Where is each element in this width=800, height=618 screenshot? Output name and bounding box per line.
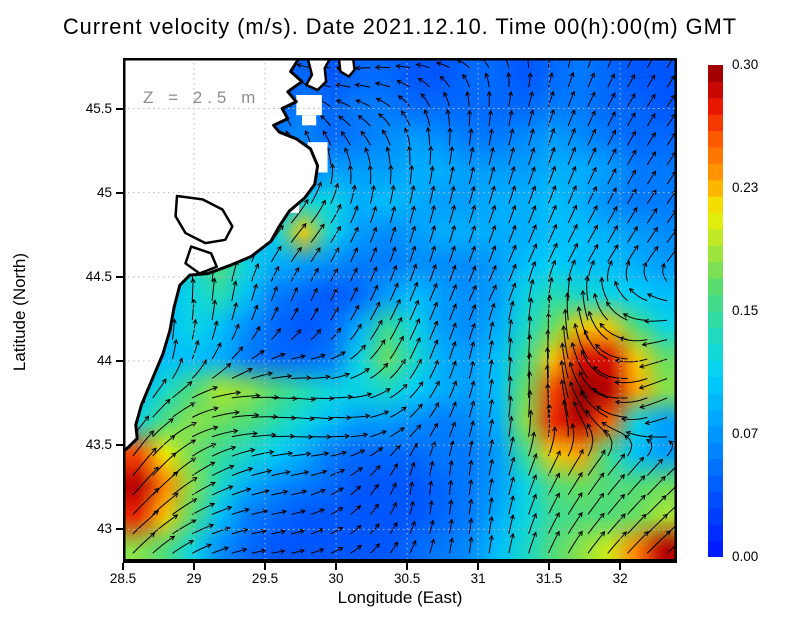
x-axis-tick-label: 28.5 — [109, 571, 137, 586]
y-axis-tick — [116, 528, 123, 531]
x-axis-tick-label: 30.5 — [393, 571, 421, 586]
x-axis-tick-label: 29.5 — [251, 571, 279, 586]
y-axis-title: Latitude (North) — [10, 252, 29, 372]
x-axis-tick — [193, 563, 196, 570]
y-axis-tick — [116, 275, 123, 278]
x-axis-tick-label: 32 — [612, 571, 628, 586]
y-axis-tick-label: 44 — [96, 353, 112, 368]
depth-level-label: Z = 2.5 m — [143, 88, 261, 107]
colorbar-tick-label: 0.00 — [732, 549, 759, 564]
x-axis-tick — [264, 563, 267, 570]
x-axis-tick — [335, 563, 338, 570]
colorbar-tick-label: 0.07 — [732, 426, 759, 441]
map-plot-area — [123, 58, 677, 563]
chart-title: Current velocity (m/s). Date 2021.12.10.… — [62, 14, 738, 39]
y-axis-tick — [116, 191, 123, 194]
x-axis-title: Longitude (East) — [337, 588, 463, 607]
x-axis-tick-label: 31.5 — [536, 571, 563, 586]
x-axis-tick — [619, 563, 622, 570]
x-axis-tick — [477, 563, 480, 570]
y-axis-tick-label: 45 — [96, 184, 112, 200]
y-axis-tick — [116, 444, 123, 447]
y-axis-tick-label: 43 — [96, 521, 112, 537]
y-axis-tick-label: 45.5 — [85, 100, 112, 116]
colorbar-tick-label: 0.23 — [732, 180, 759, 195]
x-axis-tick — [122, 563, 124, 570]
velocity-map-canvas — [123, 58, 677, 563]
x-axis-tick-label: 30 — [328, 571, 344, 586]
colorbar-tick-label: 0.30 — [732, 57, 759, 72]
colorbar-tick-label: 0.15 — [732, 303, 759, 318]
x-axis-tick-label: 31 — [470, 571, 486, 586]
y-axis-tick-label: 43.5 — [85, 437, 112, 453]
y-axis-tick — [116, 360, 123, 362]
y-axis-tick — [116, 107, 123, 110]
x-axis-tick — [406, 563, 409, 570]
colorbar-canvas — [708, 65, 723, 557]
x-axis-tick-label: 29 — [186, 571, 202, 586]
y-axis-tick-label: 44.5 — [85, 268, 112, 284]
x-axis-tick — [548, 563, 551, 570]
